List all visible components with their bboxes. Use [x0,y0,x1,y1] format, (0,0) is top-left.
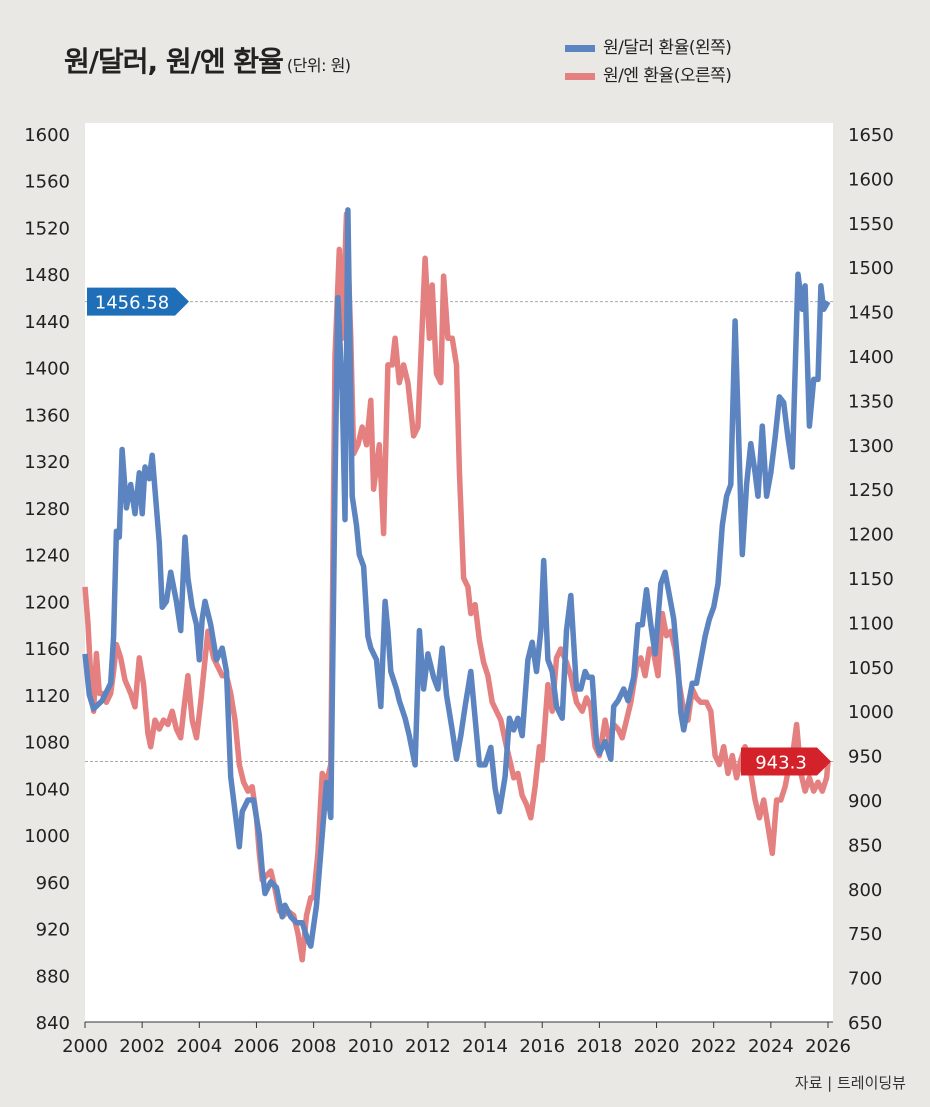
y-right-tick-label: 850 [848,835,882,856]
x-tick-label: 2008 [291,1036,337,1057]
legend-swatch-jpy [565,72,595,80]
y-right-tick-label: 1400 [848,347,894,368]
y-right-tick-label: 950 [848,747,882,768]
x-tick-label: 2020 [634,1036,680,1057]
y-right-tick-label: 1000 [848,702,894,723]
y-left-tick-label: 1240 [24,546,70,567]
x-tick-label: 2010 [348,1036,394,1057]
y-left-tick-label: 1400 [24,359,70,380]
x-tick-label: 2006 [234,1036,280,1057]
plot-area [85,123,833,1022]
chart-title: 원/달러, 원/엔 환율 (단위: 원) [64,40,351,80]
y-right-tick-label: 1350 [848,391,894,412]
y-right-tick-label: 1600 [848,169,894,190]
y-left-tick-label: 1600 [24,125,70,146]
chart-title-text: 원/달러, 원/엔 환율 [64,45,284,78]
x-tick-label: 2024 [748,1036,794,1057]
y-left-tick-label: 1000 [24,826,70,847]
x-tick-label: 2012 [405,1036,451,1057]
y-right-tick-label: 800 [848,880,882,901]
y-left-tick-label: 880 [36,966,70,987]
x-tick-label: 2022 [691,1036,737,1057]
y-left-tick-label: 1120 [24,686,70,707]
y-right-tick-label: 650 [848,1013,882,1034]
x-tick-label: 2000 [62,1036,108,1057]
y-left-tick-label: 920 [36,920,70,941]
y-left-tick-label: 1480 [24,265,70,286]
legend: 원/달러 환율(왼쪽) 원/엔 환율(오른쪽) [565,34,732,90]
y-left-tick-label: 1200 [24,592,70,613]
unit-label: (단위: 원) [286,56,351,75]
usd-last-value-label: 1456.58 [95,293,169,314]
y-right-tick-label: 1650 [848,125,894,146]
y-left-tick-label: 840 [36,1013,70,1034]
y-right-tick-label: 750 [848,924,882,945]
y-right-tick-label: 1200 [848,525,894,546]
legend-label-jpy: 원/엔 환율(오른쪽) [603,66,732,86]
usd-last-value-badge [87,287,189,316]
y-right-tick-label: 1150 [848,569,894,590]
y-right-tick-label: 1100 [848,613,894,634]
x-tick-label: 2018 [576,1036,622,1057]
legend-item-usd: 원/달러 환율(왼쪽) [565,34,732,62]
source-label: 자료 | 트레이딩뷰 [794,1074,906,1092]
y-right-tick-label: 1450 [848,303,894,324]
legend-label-usd: 원/달러 환율(왼쪽) [603,38,732,58]
y-right-tick-label: 1300 [848,436,894,457]
series-line-jpy [82,211,831,963]
x-tick-label: 2014 [462,1036,508,1057]
y-left-tick-label: 1280 [24,499,70,520]
x-tick-label: 2026 [805,1036,851,1057]
jpy-last-value-label: 943.3 [755,753,807,774]
x-tick-label: 2004 [176,1036,222,1057]
y-left-tick-label: 1320 [24,452,70,473]
series-line-usd [82,207,831,949]
legend-swatch-usd [565,44,595,52]
y-left-tick-label: 960 [36,873,70,894]
y-left-tick-label: 1160 [24,639,70,660]
y-right-tick-label: 1500 [848,258,894,279]
y-right-tick-label: 700 [848,969,882,990]
jpy-last-value-badge [741,747,831,776]
y-left-tick-label: 1360 [24,405,70,426]
y-left-tick-label: 1560 [24,172,70,193]
legend-item-jpy: 원/엔 환율(오른쪽) [565,62,732,90]
y-right-tick-label: 900 [848,791,882,812]
y-left-tick-label: 1440 [24,312,70,333]
y-left-tick-label: 1040 [24,779,70,800]
y-left-tick-label: 1080 [24,733,70,754]
y-left-tick-label: 1520 [24,218,70,239]
y-right-tick-label: 1250 [848,480,894,501]
y-right-tick-label: 1550 [848,214,894,235]
x-tick-label: 2002 [119,1036,165,1057]
x-tick-label: 2016 [519,1036,565,1057]
y-right-tick-label: 1050 [848,658,894,679]
